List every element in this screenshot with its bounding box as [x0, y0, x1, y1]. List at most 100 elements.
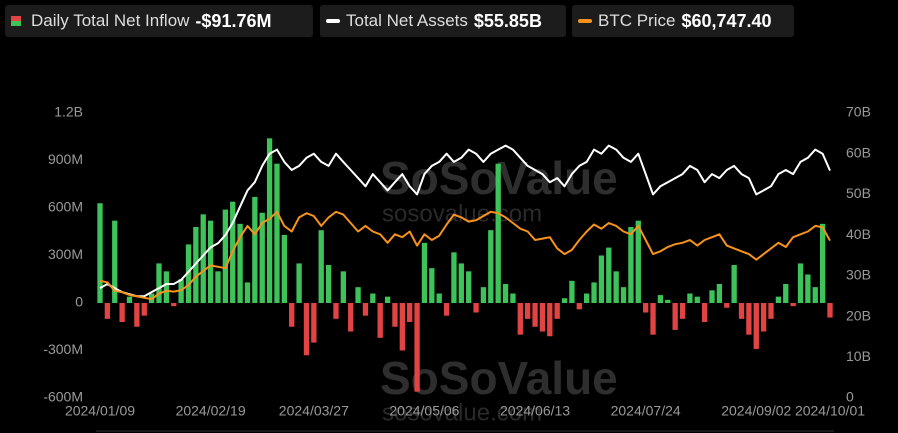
bar: [436, 293, 442, 303]
bar: [687, 293, 693, 303]
legend-value: $60,747.40: [681, 10, 772, 31]
bar: [606, 247, 612, 303]
x-tick-label: 2024/03/27: [279, 403, 349, 419]
bar: [547, 303, 553, 337]
bar: [554, 303, 560, 319]
bar: [591, 282, 597, 303]
bar: [252, 196, 258, 303]
bar: [827, 303, 833, 318]
bar: [259, 212, 265, 303]
bar: [488, 230, 494, 303]
bar: [775, 296, 782, 303]
y-tick-label: -300M: [43, 341, 83, 357]
bar: [628, 227, 634, 303]
x-tick-label: 2024/06/13: [500, 403, 570, 419]
bar: [525, 303, 531, 319]
bar: [97, 203, 103, 303]
bar: [466, 271, 472, 303]
legend-name: BTC Price: [598, 11, 676, 30]
bar: [200, 214, 206, 303]
bar: [672, 303, 678, 330]
bar: [384, 296, 391, 303]
bar: [532, 303, 538, 327]
legend-item: Daily Total Net Inflow -$91.76M: [5, 5, 313, 37]
bar: [348, 303, 354, 332]
x-tick-label: 2024/07/24: [611, 403, 681, 419]
y2-tick-label: 10B: [846, 348, 871, 364]
y2-tick-label: 60B: [846, 144, 871, 160]
bar: [156, 263, 162, 303]
y-tick-label: 900M: [48, 151, 83, 167]
bar: [716, 284, 723, 303]
bar: [237, 223, 243, 303]
bar: [325, 265, 332, 303]
legend-icon: [11, 16, 21, 26]
bar: [643, 303, 649, 313]
bar: [163, 271, 170, 303]
bar: [760, 303, 767, 332]
x-tick-label: 2024/09/02: [721, 403, 791, 419]
y-tick-label: -600M: [43, 389, 83, 405]
bar: [134, 303, 140, 327]
bar: [414, 303, 420, 392]
bar: [429, 268, 435, 303]
bar: [613, 271, 619, 303]
legend-value: -$91.76M: [195, 10, 272, 31]
bar: [141, 303, 147, 316]
y2-tick-label: 0: [846, 389, 854, 405]
bar: [635, 220, 641, 303]
bar: [665, 299, 671, 303]
bar: [510, 293, 516, 303]
bar: [657, 295, 664, 303]
bar: [598, 255, 605, 303]
x-tick-label: 2024/05/06: [389, 403, 459, 419]
bar: [119, 303, 125, 322]
bar: [790, 303, 796, 307]
bar: [281, 234, 287, 303]
bar: [392, 303, 398, 327]
legend-item: Total Net Assets $55.85B: [320, 5, 566, 37]
legend-name: Total Net Assets: [346, 11, 468, 30]
bar: [266, 138, 273, 303]
bar: [819, 223, 826, 303]
bar: [746, 303, 752, 335]
y2-tick-label: 50B: [846, 185, 871, 201]
bar: [701, 303, 708, 322]
bar: [576, 303, 582, 310]
y-tick-label: 600M: [48, 199, 83, 215]
bar: [812, 287, 818, 303]
bar: [289, 303, 295, 327]
bar: [451, 252, 457, 303]
bar: [502, 284, 509, 303]
bar: [207, 220, 214, 303]
legend-icon: [326, 19, 340, 23]
y2-tick-label: 40B: [846, 226, 871, 242]
bar: [333, 303, 339, 319]
bar: [244, 282, 251, 303]
y-tick-label: 1.2B: [54, 104, 83, 120]
bar: [407, 303, 413, 322]
bar: [569, 280, 575, 303]
bar: [340, 271, 346, 303]
bar: [731, 265, 737, 303]
x-tick-label: 2024/02/19: [176, 403, 246, 419]
bar: [694, 296, 700, 303]
bar: [517, 303, 523, 335]
bar: [458, 263, 464, 303]
x-tick-label: 2024/01/09: [65, 403, 135, 419]
legend-name: Daily Total Net Inflow: [31, 11, 190, 30]
bar: [318, 230, 324, 303]
bar: [620, 287, 627, 303]
bar: [724, 303, 730, 308]
bar: [783, 284, 789, 303]
bar: [797, 263, 804, 303]
x-tick-label: 2024/10/01: [795, 403, 865, 419]
legend-value: $55.85B: [473, 10, 542, 31]
bar: [296, 263, 302, 303]
bar: [738, 303, 745, 319]
watermark: sosovalue.com: [382, 200, 542, 227]
bar: [679, 303, 686, 319]
bar: [561, 298, 568, 303]
bar: [311, 303, 317, 343]
